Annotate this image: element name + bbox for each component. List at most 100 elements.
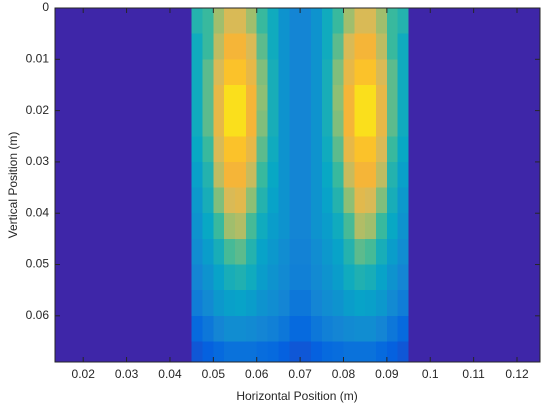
heatmap-cell: [191, 136, 203, 163]
heatmap-cell: [235, 213, 247, 240]
heatmap-cell: [256, 315, 269, 342]
heatmap-cell: [289, 341, 301, 363]
heatmap-cell: [365, 290, 377, 317]
heatmap-cell: [332, 161, 344, 189]
heatmap-cell: [386, 213, 399, 240]
heatmap-cell: [321, 238, 334, 266]
heatmap-cell: [376, 110, 388, 137]
y-tick-label: 0: [42, 0, 49, 14]
heatmap-cell: [300, 110, 312, 137]
heatmap-cell: [332, 84, 344, 112]
heatmap-cell: [213, 8, 225, 35]
heatmap-cell: [213, 341, 225, 363]
heatmap-cell: [365, 238, 377, 266]
x-tick-label: 0.06: [245, 367, 269, 381]
heatmap-cell: [300, 290, 312, 317]
x-tick-label: 0.09: [375, 367, 399, 381]
heatmap-cell: [408, 161, 541, 189]
heatmap-cell: [397, 341, 410, 363]
heatmap-cell: [300, 238, 312, 266]
heatmap-cell: [408, 33, 541, 60]
heatmap-cell: [397, 8, 410, 35]
heatmap-cell: [267, 59, 279, 86]
heatmap-cell: [332, 8, 344, 35]
heatmap-cell: [245, 59, 258, 86]
y-tick-label: 0.04: [26, 205, 50, 219]
heatmap-cell: [376, 290, 388, 317]
heatmap-cell: [332, 213, 344, 240]
heatmap-cell: [235, 264, 247, 291]
heatmap-cell: [289, 84, 301, 112]
heatmap-cell: [321, 161, 334, 189]
heatmap-cell: [224, 264, 236, 291]
heatmap-cell: [202, 161, 214, 189]
heatmap-cell: [332, 238, 344, 266]
heatmap-cell: [202, 264, 214, 291]
heatmap-cell: [202, 315, 214, 342]
heatmap-cell: [213, 264, 225, 291]
heatmap-cell: [376, 341, 388, 363]
heatmap-cell: [354, 110, 366, 137]
heatmap-cell: [289, 290, 301, 317]
heatmap-cell: [289, 33, 301, 60]
heatmap-cell: [376, 187, 388, 214]
heatmap-cell: [321, 341, 334, 363]
heatmap-cell: [300, 136, 312, 163]
heatmap-cell: [55, 59, 193, 86]
heatmap-cell: [408, 213, 541, 240]
heatmap-cell: [354, 213, 366, 240]
heatmap-cell: [386, 161, 399, 189]
heatmap-cell: [213, 315, 225, 342]
heatmap-cell: [278, 187, 290, 214]
heatmap-cell: [191, 33, 203, 60]
heatmap-cell: [256, 136, 269, 163]
heatmap-cell: [289, 161, 301, 189]
heatmap-cell: [321, 264, 334, 291]
heatmap-cell: [289, 315, 301, 342]
heatmap-cell: [235, 315, 247, 342]
heatmap-cell: [235, 136, 247, 163]
heatmap-cell: [256, 59, 269, 86]
heatmap-cell: [376, 136, 388, 163]
heatmap-cell: [408, 187, 541, 214]
heatmap-cell: [235, 59, 247, 86]
heatmap-cell: [55, 341, 193, 363]
heatmap-cell: [267, 341, 279, 363]
heatmap-cell: [256, 264, 269, 291]
heatmap-cell: [256, 8, 269, 35]
heatmap-cell: [354, 59, 366, 86]
heatmap-cell: [224, 341, 236, 363]
heatmap-cell: [343, 84, 355, 112]
axes: 0.02 0.03 0.04 0.05 0.06 0.07 0.08 0.09 0.1 0.11 0…: [26, 0, 541, 381]
heatmap-cell: [300, 213, 312, 240]
heatmap-cell: [235, 8, 247, 35]
heatmap-cell: [365, 213, 377, 240]
heatmap-cell: [310, 84, 323, 112]
heatmap-cell: [354, 136, 366, 163]
heatmap-cell: [55, 264, 193, 291]
heatmap-cell: [310, 341, 323, 363]
heatmap-cell: [376, 59, 388, 86]
heatmap-cell: [191, 264, 203, 291]
heatmap-cell: [365, 8, 377, 35]
heatmap-cell: [224, 33, 236, 60]
heatmap-cell: [202, 59, 214, 86]
heatmap-cell: [191, 8, 203, 35]
heatmap-cell: [191, 238, 203, 266]
heatmap-cell: [278, 238, 290, 266]
heatmap-cell: [278, 161, 290, 189]
heatmap-cell: [245, 161, 258, 189]
heatmap-cell: [245, 315, 258, 342]
heatmap-cell: [408, 8, 541, 35]
heatmap-cell: [267, 161, 279, 189]
heatmap-cell: [365, 341, 377, 363]
heatmap-cell: [386, 59, 399, 86]
heatmap-cell: [332, 341, 344, 363]
heatmap-cell: [191, 187, 203, 214]
heatmap-cell: [300, 59, 312, 86]
heatmap-cell: [397, 187, 410, 214]
heatmap-cell: [321, 136, 334, 163]
y-tick-label: 0.02: [26, 103, 50, 117]
heatmap-cell: [310, 315, 323, 342]
heatmap-cell: [267, 110, 279, 137]
